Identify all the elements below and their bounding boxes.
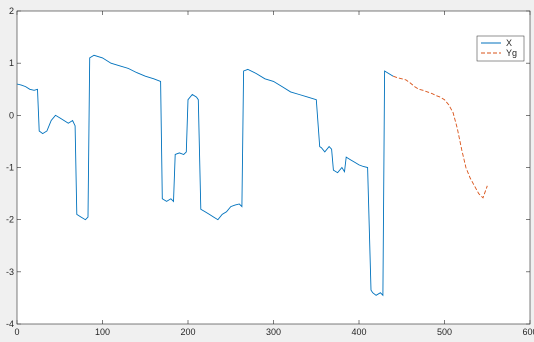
y-tick-label: -1 xyxy=(6,163,14,173)
legend-box xyxy=(476,35,525,62)
legend-label-yg: Yg xyxy=(506,48,517,58)
series-line-x xyxy=(16,54,394,297)
legend-label-x: X xyxy=(506,38,512,48)
x-tick-label: 300 xyxy=(266,327,281,337)
x-tick-label: 200 xyxy=(180,327,195,337)
y-tick-label: -3 xyxy=(6,267,14,277)
y-tick-label: 0 xyxy=(9,110,14,120)
y-tick-label: 2 xyxy=(9,6,14,16)
y-tick-label: -4 xyxy=(6,319,14,329)
x-tick-label: 0 xyxy=(14,327,19,337)
x-tick-label: 500 xyxy=(437,327,452,337)
x-tick-label: 400 xyxy=(351,327,366,337)
y-tick-label: -2 xyxy=(6,215,14,225)
x-tick-label: 600 xyxy=(522,327,534,337)
y-tick-label: 1 xyxy=(9,58,14,68)
plot-area xyxy=(16,10,531,325)
x-tick-label: 100 xyxy=(95,327,110,337)
